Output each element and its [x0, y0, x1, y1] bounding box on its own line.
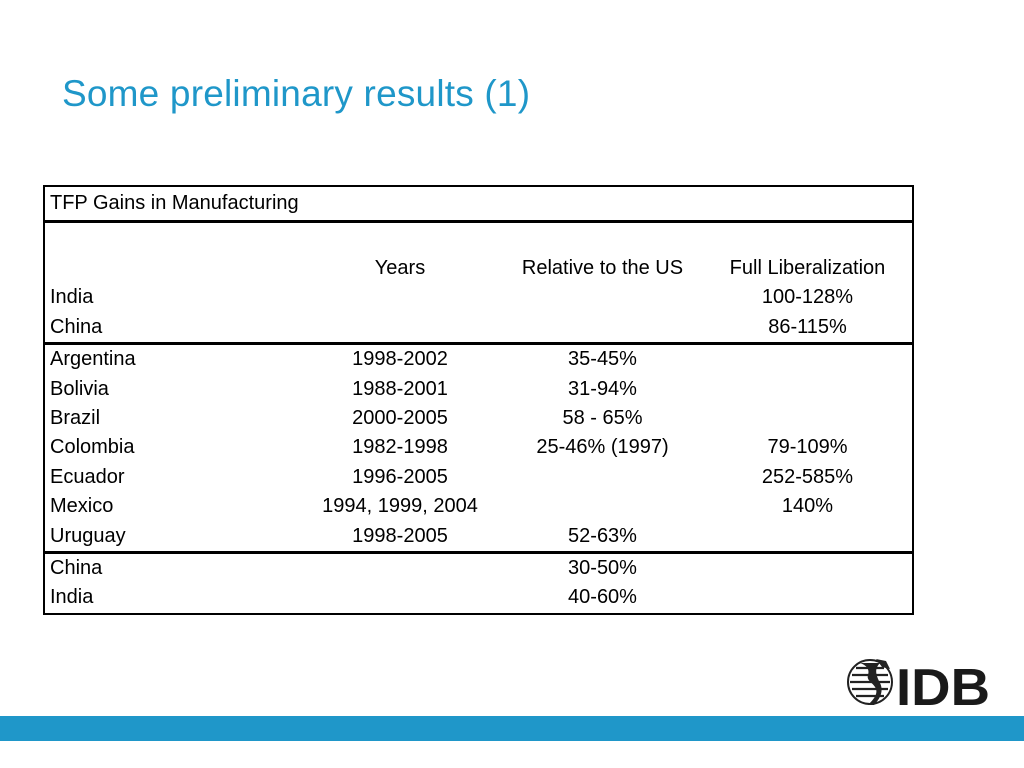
- slide-title: Some preliminary results (1): [62, 73, 531, 114]
- cell-relative: 52-63%: [568, 524, 637, 547]
- table-caption: TFP Gains in Manufacturing: [45, 187, 912, 223]
- table-section-latam: Argentina 1998-2002 35-45% Bolivia 1988-…: [45, 345, 912, 554]
- cell-relative: 35-45%: [568, 348, 637, 371]
- table-row: Uruguay 1998-2005 52-63%: [45, 522, 912, 551]
- cell-relative: 40-60%: [568, 586, 637, 609]
- table-row: India 40-60%: [45, 583, 912, 612]
- cell-full: 100-128%: [761, 286, 854, 309]
- cell-relative: 58 - 65%: [562, 406, 643, 429]
- table-row: Mexico 1994, 1999, 2004 140%: [45, 492, 912, 521]
- cell-relative: [500, 313, 705, 342]
- cell-full: [705, 583, 910, 612]
- cell-country: China: [50, 315, 103, 338]
- cell-relative: [500, 492, 705, 521]
- table-row: India 100-128%: [45, 283, 912, 312]
- cell-years: 1988-2001: [352, 377, 448, 400]
- cell-years: 2000-2005: [352, 406, 448, 429]
- table-row: Bolivia 1988-2001 31-94%: [45, 375, 912, 404]
- cell-years: [300, 583, 500, 612]
- footer-bar: [0, 716, 1024, 741]
- cell-years: 1994, 1999, 2004: [322, 495, 478, 518]
- header-full-liberalization: Full Liberalization: [729, 257, 886, 279]
- cell-full: 86-115%: [768, 315, 847, 338]
- cell-years: [300, 554, 500, 583]
- header-years: Years: [374, 257, 426, 279]
- table-row: Argentina 1998-2002 35-45%: [45, 345, 912, 374]
- cell-years: [300, 313, 500, 342]
- cell-full: [705, 404, 910, 433]
- cell-country: Bolivia: [50, 377, 109, 400]
- cell-full: [705, 554, 910, 583]
- table-section-asia: China 30-50% India 40-60%: [45, 554, 912, 613]
- globe-icon: [847, 659, 893, 705]
- cell-relative: [500, 283, 705, 312]
- cell-years: 1996-2005: [352, 465, 448, 488]
- table-section-header: Years Relative to the US Full Liberaliza…: [45, 223, 912, 346]
- idb-logo: IDB: [847, 659, 990, 709]
- table-row: China 30-50%: [45, 554, 912, 583]
- cell-full: [705, 345, 910, 374]
- cell-relative: 30-50%: [568, 556, 637, 579]
- table-row: Ecuador 1996-2005 252-585%: [45, 463, 912, 492]
- header-relative: Relative to the US: [521, 257, 684, 279]
- cell-years: [300, 283, 500, 312]
- cell-relative: 31-94%: [568, 377, 637, 400]
- table-header-row: Years Relative to the US Full Liberaliza…: [45, 254, 912, 283]
- cell-full: 79-109%: [767, 436, 848, 459]
- table-row: Colombia 1982-1998 25-46% (1997) 79-109%: [45, 433, 912, 462]
- cell-years: 1982-1998: [352, 436, 448, 459]
- cell-years: 1998-2002: [352, 348, 448, 371]
- table-row: Brazil 2000-2005 58 - 65%: [45, 404, 912, 433]
- cell-country: Colombia: [50, 436, 135, 459]
- tfp-table: TFP Gains in Manufacturing Years Relativ…: [43, 185, 914, 615]
- cell-country: Uruguay: [50, 524, 126, 547]
- cell-country: Ecuador: [50, 465, 125, 488]
- logo-text: IDB: [896, 659, 990, 709]
- cell-country: Argentina: [50, 348, 136, 371]
- cell-full: 252-585%: [761, 465, 854, 488]
- cell-country: Brazil: [50, 406, 101, 429]
- cell-country: Mexico: [50, 495, 114, 518]
- cell-full: [705, 522, 910, 551]
- cell-relative: [500, 463, 705, 492]
- cell-country: China: [50, 556, 103, 579]
- cell-full: [705, 375, 910, 404]
- cell-years: 1998-2005: [352, 524, 448, 547]
- cell-full: 140%: [781, 495, 834, 518]
- cell-country: India: [50, 586, 94, 609]
- table-row: China 86-115%: [45, 313, 912, 342]
- header-country: [45, 254, 300, 283]
- cell-country: India: [50, 286, 94, 309]
- cell-relative: 25-46% (1997): [536, 436, 669, 459]
